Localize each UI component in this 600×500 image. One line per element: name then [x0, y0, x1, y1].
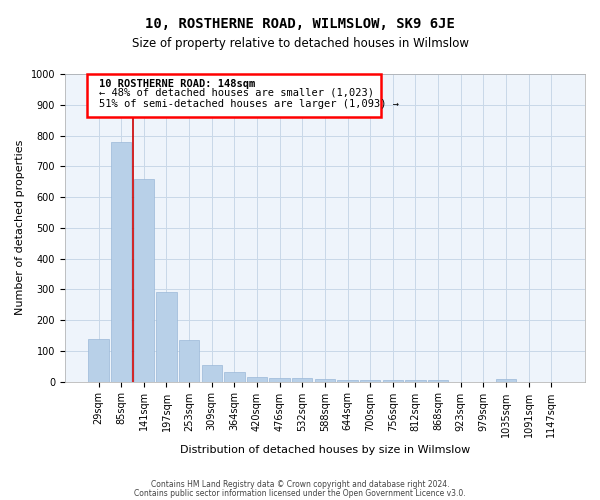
- Bar: [315, 379, 335, 382]
- Bar: [87, 74, 382, 117]
- Bar: [292, 378, 313, 382]
- Bar: [111, 142, 131, 382]
- Text: Size of property relative to detached houses in Wilmslow: Size of property relative to detached ho…: [131, 38, 469, 51]
- Bar: [179, 340, 199, 382]
- Text: ← 48% of detached houses are smaller (1,023): ← 48% of detached houses are smaller (1,…: [98, 88, 374, 98]
- Bar: [428, 380, 448, 382]
- Bar: [157, 292, 176, 382]
- Text: 51% of semi-detached houses are larger (1,093) →: 51% of semi-detached houses are larger (…: [98, 99, 398, 109]
- X-axis label: Distribution of detached houses by size in Wilmslow: Distribution of detached houses by size …: [180, 445, 470, 455]
- Text: Contains public sector information licensed under the Open Government Licence v3: Contains public sector information licen…: [134, 488, 466, 498]
- Bar: [224, 372, 245, 382]
- Bar: [269, 378, 290, 382]
- Y-axis label: Number of detached properties: Number of detached properties: [15, 140, 25, 316]
- Text: 10, ROSTHERNE ROAD, WILMSLOW, SK9 6JE: 10, ROSTHERNE ROAD, WILMSLOW, SK9 6JE: [145, 18, 455, 32]
- Text: 10 ROSTHERNE ROAD: 148sqm: 10 ROSTHERNE ROAD: 148sqm: [98, 78, 255, 88]
- Bar: [496, 380, 516, 382]
- Bar: [134, 178, 154, 382]
- Bar: [360, 380, 380, 382]
- Bar: [405, 380, 425, 382]
- Bar: [247, 377, 267, 382]
- Bar: [88, 338, 109, 382]
- Bar: [383, 380, 403, 382]
- Bar: [202, 364, 222, 382]
- Text: Contains HM Land Registry data © Crown copyright and database right 2024.: Contains HM Land Registry data © Crown c…: [151, 480, 449, 489]
- Bar: [337, 380, 358, 382]
